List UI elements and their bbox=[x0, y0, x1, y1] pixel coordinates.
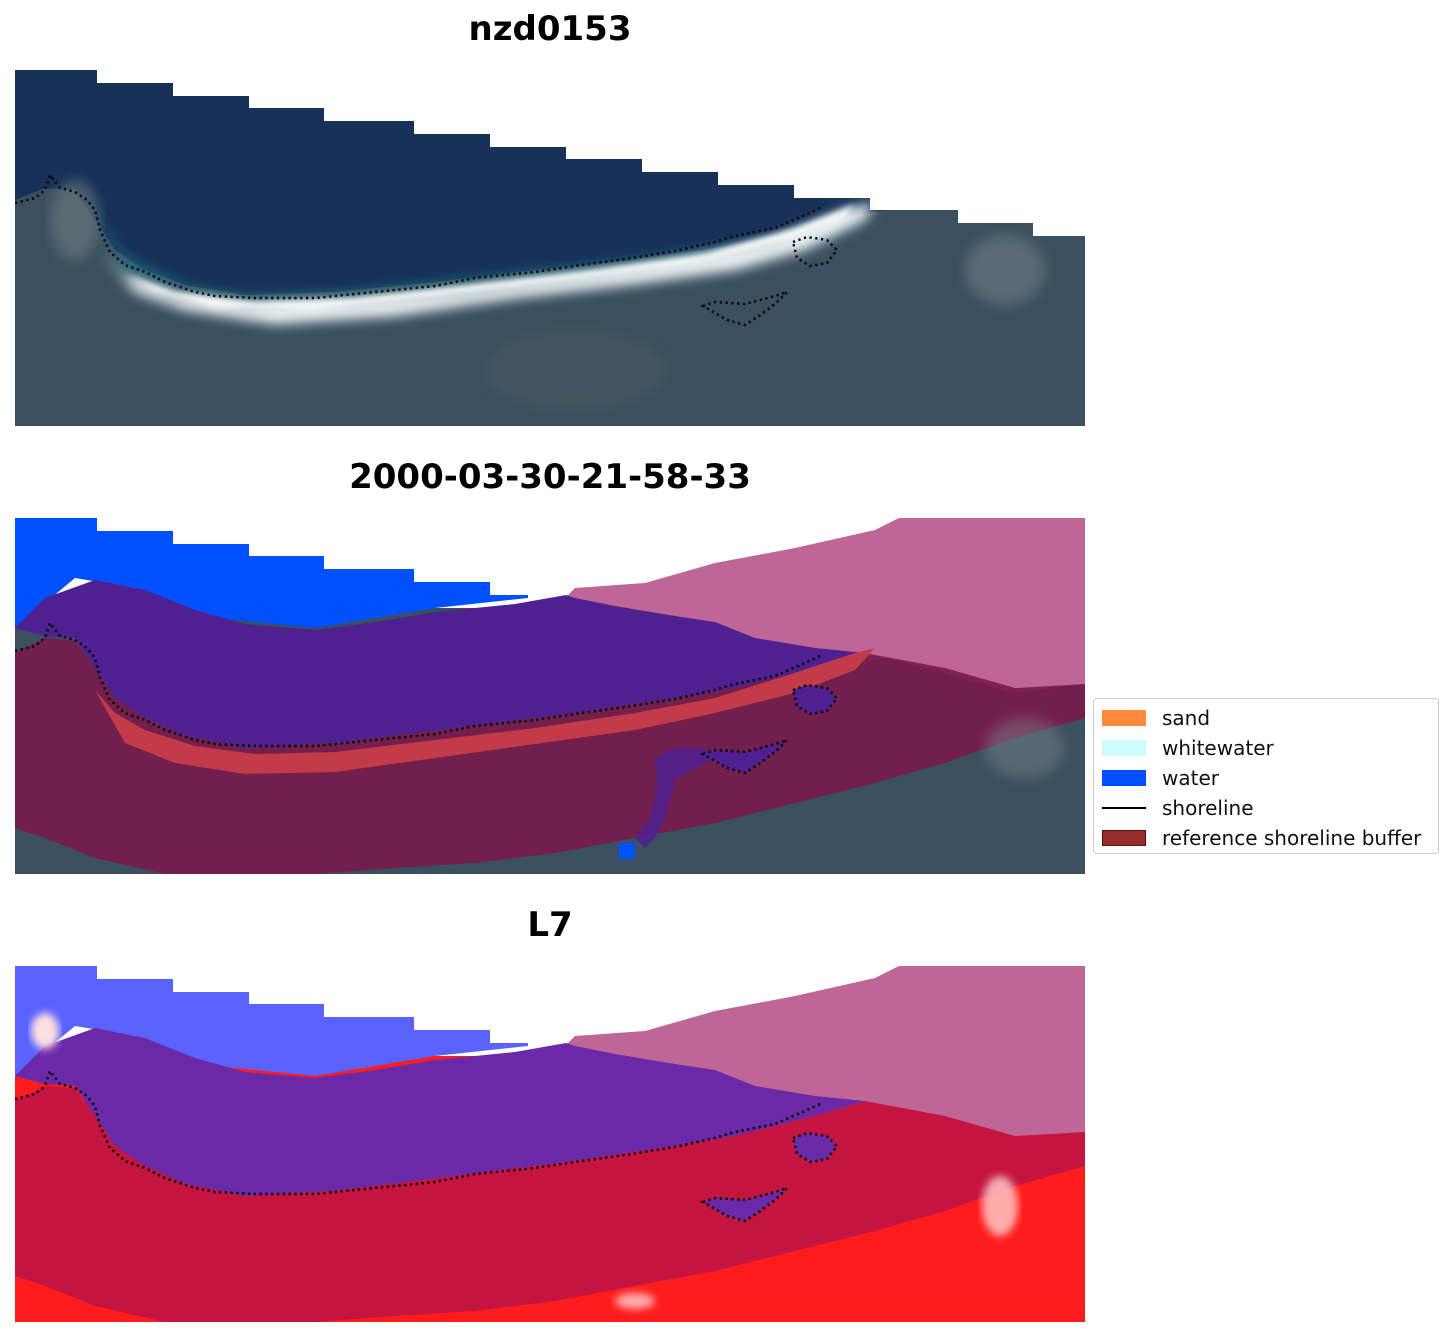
legend-item-reference-buffer: reference shoreline buffer bbox=[1102, 823, 1430, 853]
shore-class bbox=[95, 648, 875, 774]
classification-image bbox=[15, 518, 1085, 874]
shoreline bbox=[15, 1068, 821, 1196]
legend-label: sand bbox=[1162, 706, 1211, 730]
panel-title-classification: 2000-03-30-21-58-33 bbox=[349, 457, 751, 497]
shoreline bbox=[15, 172, 821, 300]
creek-class bbox=[635, 748, 715, 848]
shoreline-line-swatch bbox=[1102, 807, 1146, 809]
ocean-area bbox=[15, 70, 885, 295]
lagoon-outline-2 bbox=[700, 1186, 788, 1223]
legend-label: whitewater bbox=[1162, 736, 1274, 760]
rgb-image bbox=[15, 70, 1085, 426]
water-swatch bbox=[1102, 770, 1146, 786]
lagoon-outline-1 bbox=[791, 683, 839, 716]
water-class bbox=[15, 518, 528, 628]
beach-surf bbox=[100, 202, 875, 324]
legend: sand whitewater water shoreline referenc… bbox=[1093, 698, 1439, 854]
rgb-image-panel bbox=[15, 70, 1085, 426]
water-buffer-overlap bbox=[15, 1028, 865, 1196]
whitewater-swatch bbox=[1102, 740, 1146, 756]
sand-swatch bbox=[1102, 710, 1146, 726]
lagoon-outline-2 bbox=[700, 290, 788, 327]
legend-label: water bbox=[1162, 766, 1219, 790]
shoreline bbox=[15, 620, 821, 748]
panel-title-rgb: nzd0153 bbox=[468, 9, 632, 49]
water-class bbox=[15, 966, 528, 1076]
panel-title-satellite: L7 bbox=[527, 905, 573, 945]
mask-overlay bbox=[565, 966, 1085, 1141]
nearshore-water bbox=[85, 200, 865, 302]
l7-image bbox=[15, 966, 1085, 1322]
lagoon-outline-1 bbox=[791, 1131, 839, 1164]
legend-label: reference shoreline buffer bbox=[1162, 826, 1422, 850]
legend-item-shoreline: shoreline bbox=[1102, 793, 1430, 823]
lagoon-outline-2 bbox=[700, 738, 788, 775]
beach-highlight bbox=[125, 205, 855, 310]
legend-item-water: water bbox=[1102, 763, 1430, 793]
nodata-mask bbox=[15, 70, 1085, 236]
legend-item-sand: sand bbox=[1102, 703, 1430, 733]
lagoon-outline-1 bbox=[791, 235, 839, 268]
reference-buffer-swatch bbox=[1102, 830, 1146, 846]
l7-panel bbox=[15, 966, 1085, 1322]
mask-overlay bbox=[565, 518, 1085, 693]
classification-panel bbox=[15, 518, 1085, 874]
water-buffer-overlap bbox=[15, 580, 865, 748]
legend-label: shoreline bbox=[1162, 796, 1254, 820]
legend-item-whitewater: whitewater bbox=[1102, 733, 1430, 763]
